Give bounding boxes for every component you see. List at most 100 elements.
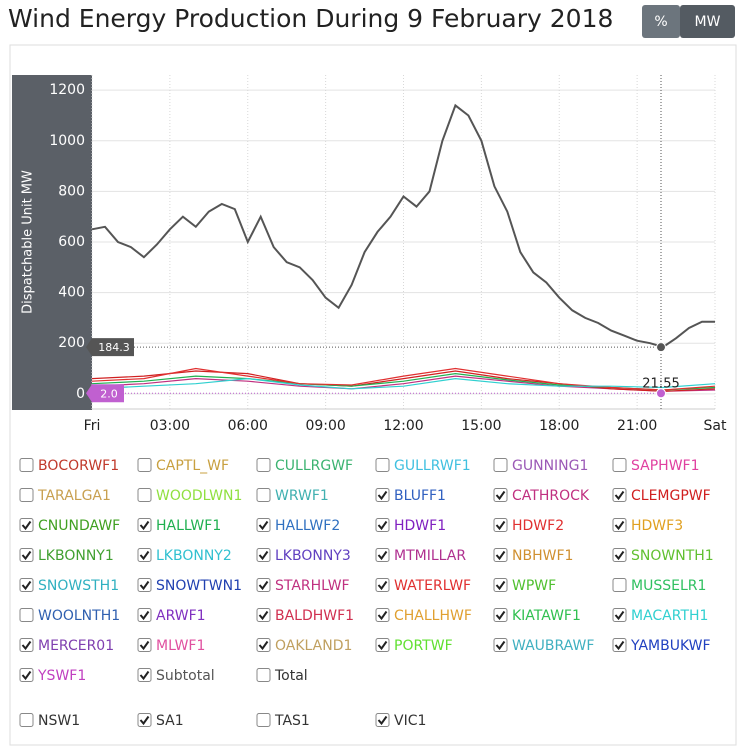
unit-checkbox-box[interactable]	[493, 578, 508, 592]
unit-label[interactable]: ARWF1	[156, 608, 206, 624]
unit-label[interactable]: TARALGA1	[37, 488, 111, 504]
unit-checkbox-box[interactable]	[137, 458, 152, 472]
unit-label[interactable]: SNOWTWN1	[156, 578, 242, 594]
unit-label[interactable]: SNOWNTH1	[631, 548, 714, 564]
unit-checkbox-box[interactable]	[375, 638, 390, 652]
unit-label[interactable]: KIATAWF1	[512, 608, 581, 624]
unit-label[interactable]: CAPTL_WF	[156, 458, 229, 474]
unit-checkbox-box[interactable]	[137, 578, 152, 592]
unit-checkbox-box[interactable]	[256, 458, 271, 472]
unit-label[interactable]: HDWF1	[394, 518, 446, 534]
unit-label[interactable]: PORTWF	[394, 638, 453, 654]
toggle-button[interactable]	[680, 5, 735, 38]
unit-checkbox-box[interactable]	[137, 638, 152, 652]
region-label[interactable]: VIC1	[394, 713, 426, 729]
unit-checkbox-box[interactable]	[493, 608, 508, 622]
unit-label[interactable]: WOOLNTH1	[38, 608, 120, 624]
unit-checkbox-box[interactable]	[493, 518, 508, 532]
unit-label[interactable]: SAPHWF1	[631, 458, 700, 474]
unit-label[interactable]: LKBONNY3	[275, 548, 351, 564]
region-label[interactable]: SA1	[156, 713, 184, 729]
unit-label[interactable]: WOODLWN1	[156, 488, 242, 504]
unit-label[interactable]: LKBONNY2	[156, 548, 232, 564]
unit-label[interactable]: BLUFF1	[394, 488, 446, 504]
unit-checkbox-box[interactable]	[256, 488, 271, 502]
unit-checkbox-box[interactable]	[612, 638, 627, 652]
unit-checkbox-box[interactable]	[493, 458, 508, 472]
unit-label[interactable]: YAMBUKWF	[630, 638, 711, 654]
unit-checkbox-box[interactable]	[137, 548, 152, 562]
unit-label[interactable]: MUSSELR1	[631, 578, 706, 594]
unit-checkbox-box[interactable]	[612, 518, 627, 532]
unit-checkbox-box[interactable]	[256, 638, 271, 652]
unit-checkbox-box[interactable]	[256, 578, 271, 592]
unit-label[interactable]: CATHROCK	[512, 488, 590, 504]
unit-checkbox-box[interactable]	[256, 668, 271, 682]
unit-label[interactable]: BOCORWF1	[38, 458, 119, 474]
unit-checkbox-box[interactable]	[137, 608, 152, 622]
unit-label[interactable]: SNOWSTH1	[38, 578, 119, 594]
region-checkbox-box[interactable]	[375, 713, 390, 727]
toggle-button-label[interactable]: %	[654, 14, 667, 30]
unit-checkbox-box[interactable]	[256, 548, 271, 562]
unit-checkbox-box[interactable]	[19, 668, 34, 682]
unit-label[interactable]: Total	[274, 668, 308, 684]
unit-label[interactable]: CNUNDAWF	[38, 518, 120, 534]
unit-checkbox-box[interactable]	[19, 488, 34, 502]
unit-label[interactable]: WATERLWF	[394, 578, 471, 594]
unit-checkbox-box[interactable]	[612, 548, 627, 562]
unit-checkbox-box[interactable]	[19, 548, 34, 562]
unit-label[interactable]: HALLWF1	[156, 518, 221, 534]
region-checkbox-box[interactable]	[256, 713, 271, 727]
unit-checkbox-box[interactable]	[19, 638, 34, 652]
unit-checkbox-box[interactable]	[612, 488, 627, 502]
unit-label[interactable]: BALDHWF1	[275, 608, 354, 624]
unit-label[interactable]: CULLRGWF	[275, 458, 353, 474]
unit-label[interactable]: HALLWF2	[275, 518, 340, 534]
unit-label[interactable]: HDWF2	[512, 518, 564, 534]
unit-label[interactable]: Subtotal	[156, 668, 215, 684]
unit-label[interactable]: YSWF1	[37, 668, 86, 684]
unit-label[interactable]: WRWF1	[275, 488, 329, 504]
unit-checkbox-box[interactable]	[19, 608, 34, 622]
region-label[interactable]: TAS1	[274, 713, 310, 729]
unit-label[interactable]: OAKLAND1	[275, 638, 352, 654]
unit-checkbox-box[interactable]	[612, 578, 627, 592]
unit-checkbox-box[interactable]	[19, 518, 34, 532]
unit-checkbox-box[interactable]	[137, 488, 152, 502]
region-checkbox-box[interactable]	[19, 713, 34, 727]
unit-label[interactable]: GULLRWF1	[394, 458, 471, 474]
unit-checkbox-box[interactable]	[493, 638, 508, 652]
unit-checkbox-box[interactable]	[375, 578, 390, 592]
unit-label[interactable]: CHALLHWF	[394, 608, 472, 624]
unit-label[interactable]: WAUBRAWF	[512, 638, 594, 654]
unit-checkbox-box[interactable]	[375, 548, 390, 562]
unit-label[interactable]: CLEMGPWF	[631, 488, 711, 504]
unit-label[interactable]: NBHWF1	[512, 548, 573, 564]
unit-checkbox-box[interactable]	[375, 458, 390, 472]
unit-label[interactable]: STARHLWF	[275, 578, 350, 594]
unit-checkbox-box[interactable]	[256, 518, 271, 532]
unit-label[interactable]: MERCER01	[38, 638, 114, 654]
unit-label[interactable]: WPWF	[512, 578, 556, 594]
unit-checkbox-box[interactable]	[19, 458, 34, 472]
unit-checkbox-box[interactable]	[375, 608, 390, 622]
toggle-button-label[interactable]: MW	[695, 14, 721, 30]
unit-label[interactable]: HDWF3	[631, 518, 683, 534]
unit-label[interactable]: GUNNING1	[512, 458, 588, 474]
unit-checkbox-box[interactable]	[612, 608, 627, 622]
unit-checkbox-box[interactable]	[375, 488, 390, 502]
region-checkbox-box[interactable]	[137, 713, 152, 727]
unit-checkbox-box[interactable]	[137, 668, 152, 682]
unit-checkbox-box[interactable]	[612, 458, 627, 472]
unit-checkbox-box[interactable]	[256, 608, 271, 622]
unit-checkbox-box[interactable]	[375, 518, 390, 532]
region-label[interactable]: NSW1	[38, 713, 80, 729]
unit-label[interactable]: LKBONNY1	[38, 548, 114, 564]
unit-label[interactable]: MTMILLAR	[394, 548, 466, 564]
unit-checkbox-box[interactable]	[137, 518, 152, 532]
unit-label[interactable]: MLWF1	[156, 638, 205, 654]
toggle-button[interactable]	[642, 5, 680, 38]
unit-checkbox-box[interactable]	[493, 548, 508, 562]
unit-label[interactable]: MACARTH1	[631, 608, 708, 624]
